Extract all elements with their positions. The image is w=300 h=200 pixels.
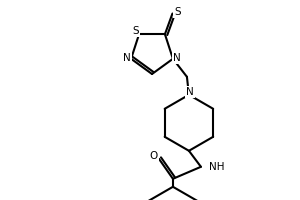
Text: S: S: [174, 7, 181, 17]
Text: N: N: [186, 87, 194, 97]
Text: N: N: [123, 53, 131, 63]
Text: S: S: [133, 26, 140, 36]
Text: NH: NH: [209, 162, 224, 172]
Text: N: N: [173, 53, 181, 63]
Text: O: O: [150, 151, 158, 161]
